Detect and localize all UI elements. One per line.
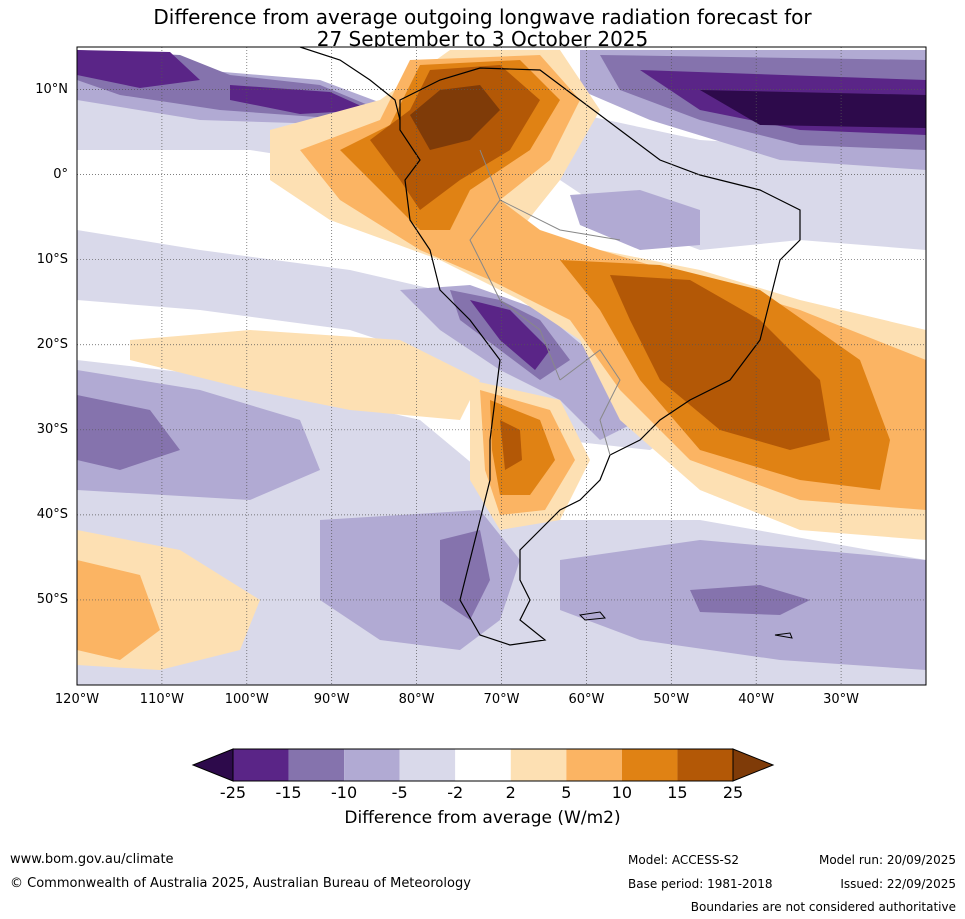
chart-title-line-1: Difference from average outgoing longwav… [153,5,812,29]
boundaries-disclaimer: Boundaries are not considered authoritat… [690,900,956,914]
copyright-text: © Commonwealth of Australia 2025, Austra… [10,876,471,891]
south-america-coastline [399,67,801,646]
colorbar-tick-label: -5 [391,783,408,802]
colorbar-tick-label: 5 [561,783,572,802]
longitude-label: 40°W [738,692,775,707]
model-run-date: Model run: 20/09/2025 [818,853,956,867]
country-boundaries [469,149,621,456]
pos-anomaly-area-n-sa-extreme [410,85,500,150]
latitude-label: 20°S [36,336,68,352]
latitude-label: 10°N [35,81,68,97]
website-link[interactable]: www.bom.gov.au/climate [10,852,174,867]
pos-anomaly-area-argentina-vstrong [500,420,522,470]
latitude-label: 10°S [36,251,68,267]
colorbar-segment [288,749,345,781]
colorbar-tick-label: 15 [667,783,688,802]
colorbar-label: Difference from average (W/m2) [344,808,621,828]
longitude-label: 70°W [483,692,520,707]
neg-anomaly-area-andes-deep [470,300,550,370]
colorbar-tick-label: -2 [447,783,464,802]
colorbar-tick-label: -25 [219,783,247,802]
model-name: Model: ACCESS-S2 [628,853,740,867]
colorbar-segment [399,749,456,781]
neg-anomaly-area-pacific-sw-med [77,370,320,500]
longitude-label: 90°W [313,692,350,707]
longitude-label: 60°W [568,692,605,707]
pos-anomaly-area-pacific [130,330,480,420]
pos-anomaly-area-brazil-vstrong [610,275,830,450]
colorbar-segment [566,749,622,781]
colorbar-frame [232,748,734,782]
colorbar-segment [677,749,733,781]
latitude-label: 40°S [36,506,68,522]
base-period: Base period: 1981-2018 [628,877,773,891]
longitude-label: 30°W [823,692,860,707]
falkland-islands [578,611,606,621]
colorbar-tick-label: 25 [722,783,744,802]
colorbar-tick-label: 10 [611,783,633,802]
longitude-label: 110°W [139,692,184,707]
colorbar-tick-label: -10 [331,783,358,802]
longitude-label: 50°W [653,692,690,707]
colorbar-extend-low [191,748,234,782]
longitude-label: 120°W [54,692,100,707]
issued-date: Issued: 22/09/2025 [840,877,956,891]
colorbar-segment [510,749,567,781]
chart-title-line-2: 27 September to 3 October 2025 [316,27,649,51]
central-america-coastline [299,47,401,121]
neg-anomaly-area-pacific-n-deep-2 [230,85,370,114]
neg-anomaly-area-patagonia-dark [440,530,490,620]
colorbar-tick-label: 2 [505,783,516,802]
neg-anomaly-area-atlantic-n-deepest [700,90,926,128]
latitude-label: 30°S [36,421,68,437]
colorbar-tick-label: -15 [275,783,302,802]
colorbar-segment [621,749,678,781]
latitude-label: 50°S [36,591,68,607]
colorbar-extend-high [732,748,775,782]
latitude-label: 0° [53,166,68,182]
pos-anomaly-area-pacific-sw-med [77,560,160,660]
map-frame [76,46,927,686]
longitude-label: 100°W [224,692,269,707]
neg-anomaly-area-pacific-sw-dark [77,395,180,470]
colorbar-segment [233,749,289,781]
longitude-label: 80°W [398,692,435,707]
south-georgia [774,632,793,639]
colorbar-segment [344,749,400,781]
colorbar-segment [455,749,511,781]
neg-anomaly-area-pacific-n-deep [77,50,200,88]
neg-anomaly-area-brazil-med [570,190,700,250]
